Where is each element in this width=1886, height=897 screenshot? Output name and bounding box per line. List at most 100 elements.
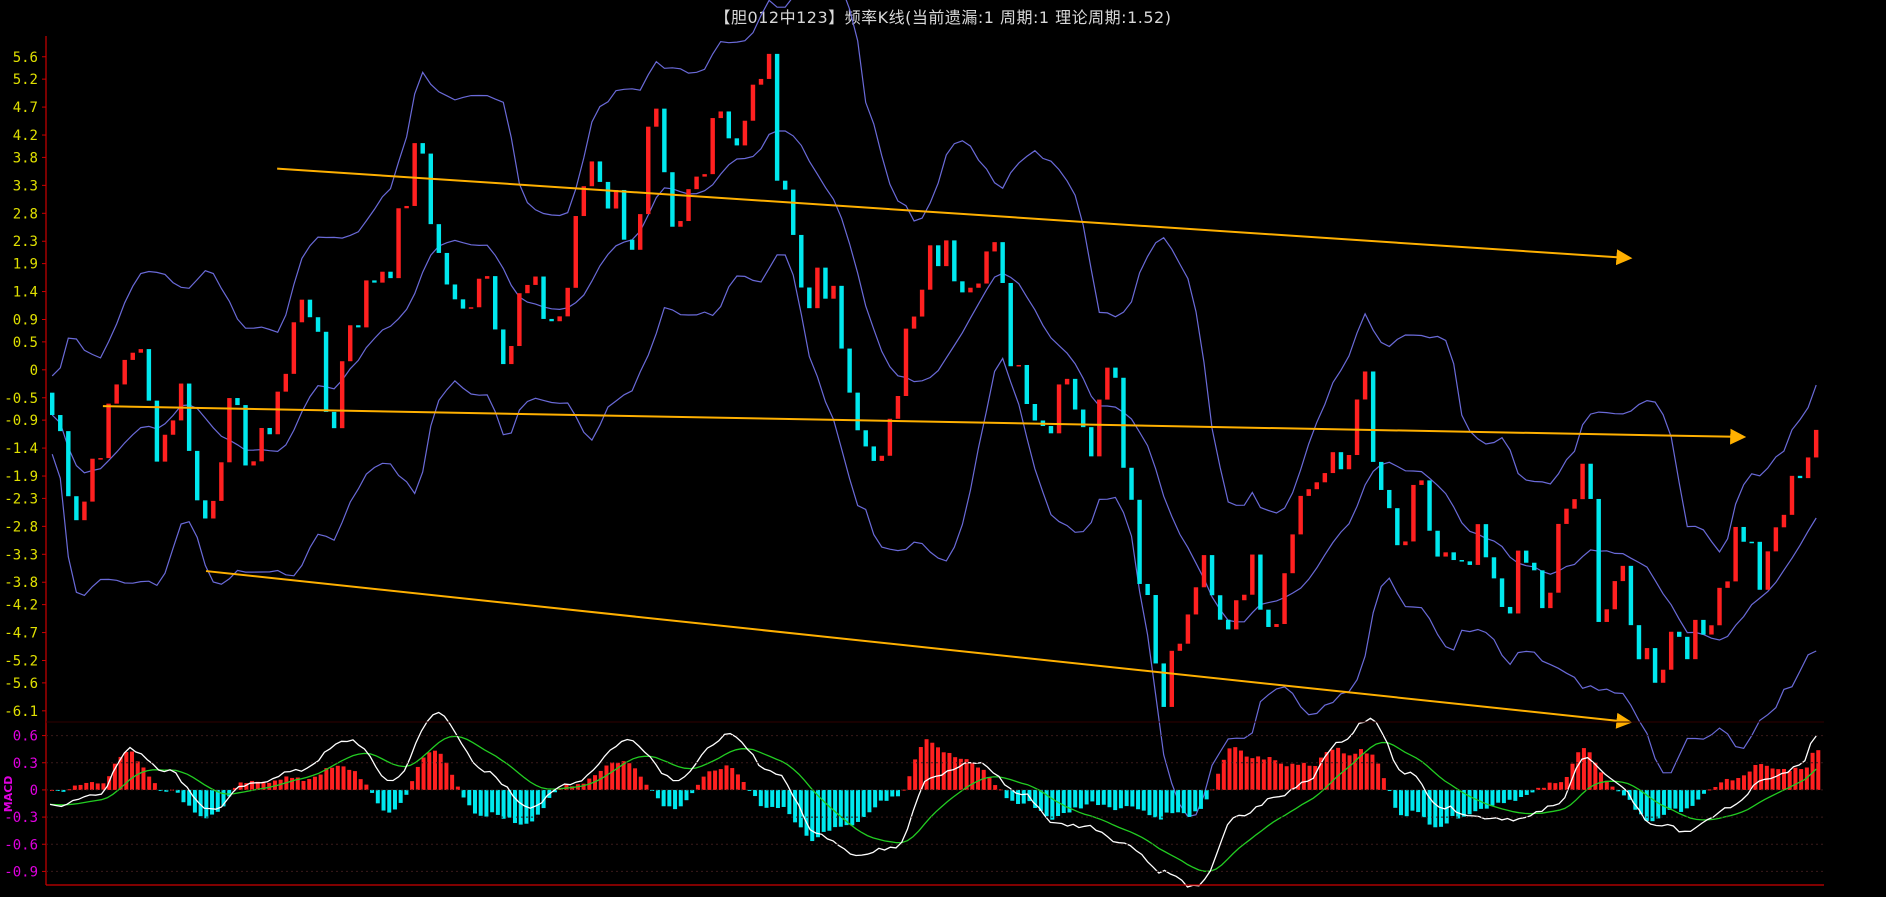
macd-histogram-bar xyxy=(484,789,489,817)
candle xyxy=(1652,648,1658,683)
candle xyxy=(605,181,611,209)
macd-histogram-bar xyxy=(581,783,586,790)
macd-histogram-bar xyxy=(1524,789,1529,795)
macd-histogram-bar xyxy=(1318,757,1323,790)
y-tick-label: -2.3 xyxy=(4,491,38,507)
macd-histogram-bar xyxy=(1353,753,1358,790)
macd-histogram-bar xyxy=(821,789,826,832)
candle xyxy=(154,400,160,462)
candle xyxy=(968,287,973,293)
macd-histogram-bar xyxy=(1530,789,1535,793)
candle xyxy=(573,216,578,288)
macd-histogram-bar xyxy=(770,789,775,807)
macd-histogram-bar xyxy=(850,789,855,826)
macd-tick-label: -0.6 xyxy=(4,837,38,853)
candle xyxy=(911,316,917,329)
macd-histogram-bar xyxy=(1170,789,1175,814)
macd-histogram-bar xyxy=(1730,780,1735,790)
macd-histogram-bar xyxy=(878,789,883,801)
candle xyxy=(799,234,804,288)
macd-histogram-bar xyxy=(1381,778,1386,790)
macd-histogram-bar xyxy=(1364,753,1369,790)
candle xyxy=(1564,508,1569,524)
candle xyxy=(621,189,627,240)
candle xyxy=(903,328,909,397)
macd-histogram-bar xyxy=(970,762,975,790)
y-tick-label: -0.9 xyxy=(4,413,38,429)
macd-histogram-bar xyxy=(1136,789,1141,810)
macd-histogram-bar xyxy=(1610,786,1615,790)
macd-histogram-bar xyxy=(667,789,672,807)
candle xyxy=(1282,573,1287,625)
macd-histogram-bar xyxy=(535,789,540,815)
macd-histogram-bar xyxy=(1661,789,1666,815)
macd-histogram-bar xyxy=(747,789,752,791)
macd-histogram-bar xyxy=(1399,789,1404,816)
macd-histogram-bar xyxy=(1193,789,1198,812)
macd-histogram-bar xyxy=(1456,789,1461,819)
macd-histogram-bar xyxy=(930,742,935,790)
candle xyxy=(581,186,587,217)
candle xyxy=(356,325,361,328)
trend-arrow xyxy=(205,570,1633,729)
candle xyxy=(1813,429,1819,458)
macd-histogram-bar xyxy=(1593,762,1598,790)
candle xyxy=(984,251,989,284)
macd-histogram-bar xyxy=(918,747,923,790)
macd-histogram-bar xyxy=(175,789,180,793)
macd-histogram-bar xyxy=(1016,789,1021,804)
candle xyxy=(1644,648,1650,660)
candle xyxy=(1217,595,1223,620)
candle xyxy=(299,299,305,323)
candle xyxy=(436,224,442,253)
macd-histogram-bar xyxy=(1736,777,1741,790)
macd-histogram-bar xyxy=(95,783,100,790)
macd-histogram-bar xyxy=(735,774,740,790)
candle xyxy=(1177,643,1183,651)
candle xyxy=(1677,631,1682,637)
macd-histogram-bar xyxy=(1090,789,1095,802)
candle xyxy=(702,174,707,177)
macd-histogram-bar xyxy=(55,789,60,791)
macd-histogram-bar xyxy=(1376,763,1381,790)
candle xyxy=(1113,367,1118,378)
candle xyxy=(839,285,844,349)
candle xyxy=(1338,452,1344,470)
macd-tick-label: 0 xyxy=(30,783,38,799)
macd-histogram-bar xyxy=(147,776,152,790)
candle xyxy=(186,383,192,451)
macd-histogram-bar xyxy=(404,789,409,795)
macd-histogram-bar xyxy=(661,789,666,807)
candle xyxy=(1072,378,1078,410)
candle xyxy=(1636,625,1642,660)
y-tick-label: -4.7 xyxy=(4,626,38,642)
macd-histogram-bar xyxy=(913,759,918,790)
macd-histogram-bar xyxy=(1113,789,1118,811)
macd-histogram-bar xyxy=(615,762,620,790)
macd-histogram-bar xyxy=(1027,789,1032,802)
macd-histogram-bar xyxy=(335,765,340,790)
candle xyxy=(1379,461,1384,490)
candle xyxy=(1056,384,1062,434)
macd-histogram-bar xyxy=(873,789,878,808)
y-tick-label: 4.2 xyxy=(13,128,38,144)
candle xyxy=(1701,619,1706,635)
macd-histogram-bar xyxy=(718,769,723,790)
y-tick-label: 3.8 xyxy=(13,150,38,166)
macd-histogram-bar xyxy=(1473,789,1478,812)
macd-histogram-bar xyxy=(730,768,735,790)
candle xyxy=(235,398,240,406)
macd-histogram-bar xyxy=(1616,789,1621,792)
macd-histogram-bar xyxy=(758,789,763,807)
candle xyxy=(1080,409,1086,428)
macd-histogram-bar xyxy=(467,789,472,806)
macd-label: MACD xyxy=(2,776,15,813)
candle xyxy=(1395,508,1400,546)
macd-histogram-bar xyxy=(1370,754,1375,790)
trend-arrow xyxy=(102,405,1747,445)
y-tick-label: 1.9 xyxy=(13,257,38,273)
macd-histogram-bar xyxy=(621,761,626,790)
candle xyxy=(823,267,828,299)
candle xyxy=(686,189,691,222)
macd-histogram-bar xyxy=(1010,789,1015,801)
